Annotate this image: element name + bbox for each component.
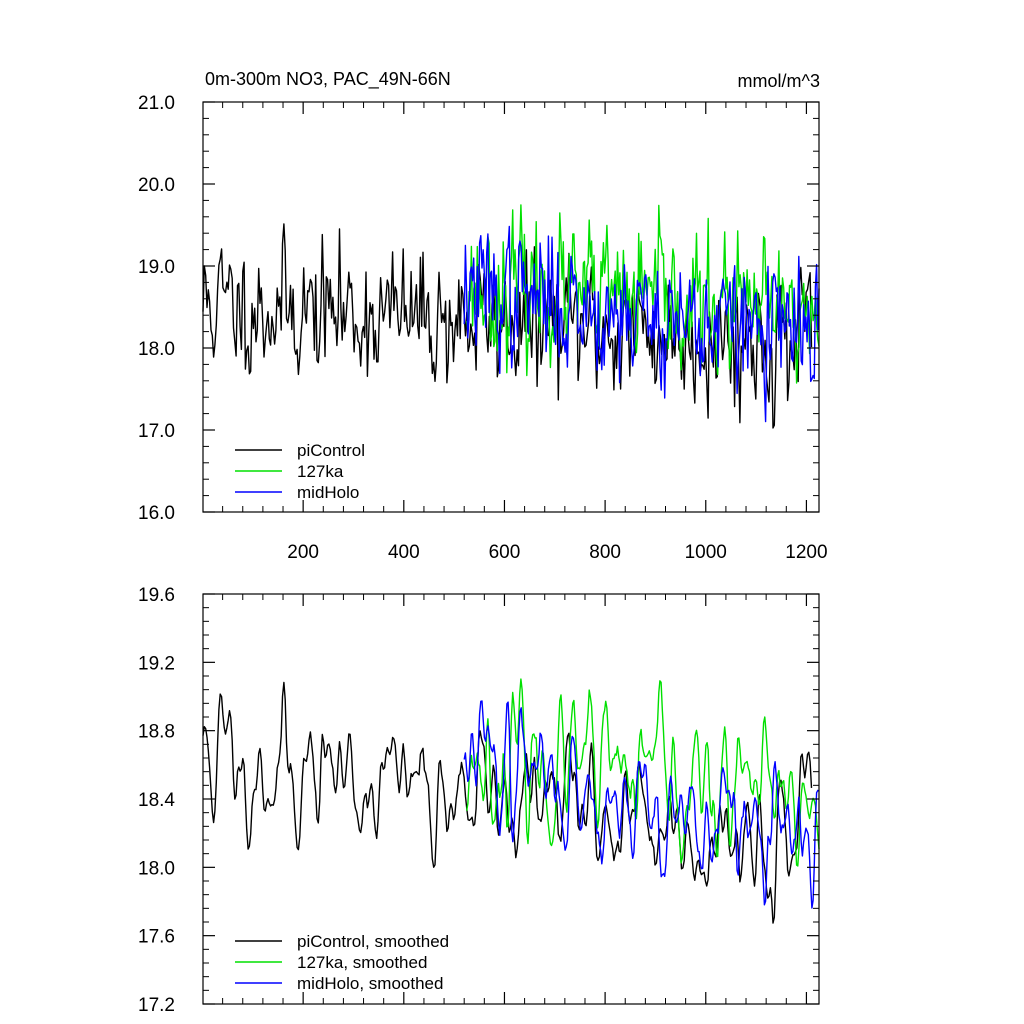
y-tick-label: 18.0 [138, 339, 175, 360]
y-tick-label: 21.0 [138, 93, 175, 114]
top-axis-ticks: 16.0 17.0 18.0 19.0 20.0 21.0 200 400 600 800 1000… [138, 93, 828, 563]
legend-label-midholo-smoothed: midHolo, smoothed [297, 974, 443, 993]
y-tick-label: 17.6 [138, 927, 175, 948]
x-tick-label: 1200 [785, 542, 827, 563]
legend-label-picontrol-smoothed: piControl, smoothed [297, 932, 449, 951]
top-series-group [202, 204, 820, 429]
bottom-series-group [202, 678, 820, 924]
y-tick-label: 18.4 [138, 790, 175, 811]
bottom-axis-ticks: 17.2 17.6 18.0 18.4 18.8 19.2 19.6 [138, 585, 819, 1016]
bottom-legend: piControl, smoothed 127ka, smoothed midH… [235, 932, 449, 993]
series-line-midholo [463, 225, 820, 423]
bottom-chart-panel: 17.2 17.6 18.0 18.4 18.8 19.2 19.6 piControl, … [138, 585, 820, 1016]
x-tick-label: 200 [287, 542, 319, 563]
legend-label-127ka-smoothed: 127ka, smoothed [297, 953, 427, 972]
y-tick-label: 19.6 [138, 585, 175, 606]
x-tick-label: 800 [589, 542, 621, 563]
top-chart-panel: 0m-300m NO3, PAC_49N-66N mmol/m^3 16.0 17… [138, 69, 828, 563]
y-tick-label: 18.8 [138, 722, 175, 743]
y-tick-label: 17.0 [138, 421, 175, 442]
y-tick-label: 18.0 [138, 858, 175, 879]
top-legend: piControl 127ka midHolo [235, 441, 365, 502]
y-tick-label: 16.0 [138, 503, 175, 524]
x-tick-label: 600 [489, 542, 521, 563]
y-tick-label: 19.0 [138, 257, 175, 278]
legend-label-127ka: 127ka [297, 462, 344, 481]
y-tick-label: 20.0 [138, 175, 175, 196]
x-tick-label: 400 [388, 542, 420, 563]
top-chart-title: 0m-300m NO3, PAC_49N-66N [205, 69, 451, 90]
y-tick-label: 19.2 [138, 653, 175, 674]
x-tick-label: 1000 [685, 542, 727, 563]
top-chart-units: mmol/m^3 [738, 71, 820, 91]
series-line-midholo-smoothed [463, 700, 820, 909]
series-line-127ka-smoothed [466, 678, 820, 867]
legend-label-midholo: midHolo [297, 483, 359, 502]
y-tick-label: 17.2 [138, 995, 175, 1016]
legend-label-picontrol: piControl [297, 441, 365, 460]
top-plot-frame [202, 101, 820, 513]
